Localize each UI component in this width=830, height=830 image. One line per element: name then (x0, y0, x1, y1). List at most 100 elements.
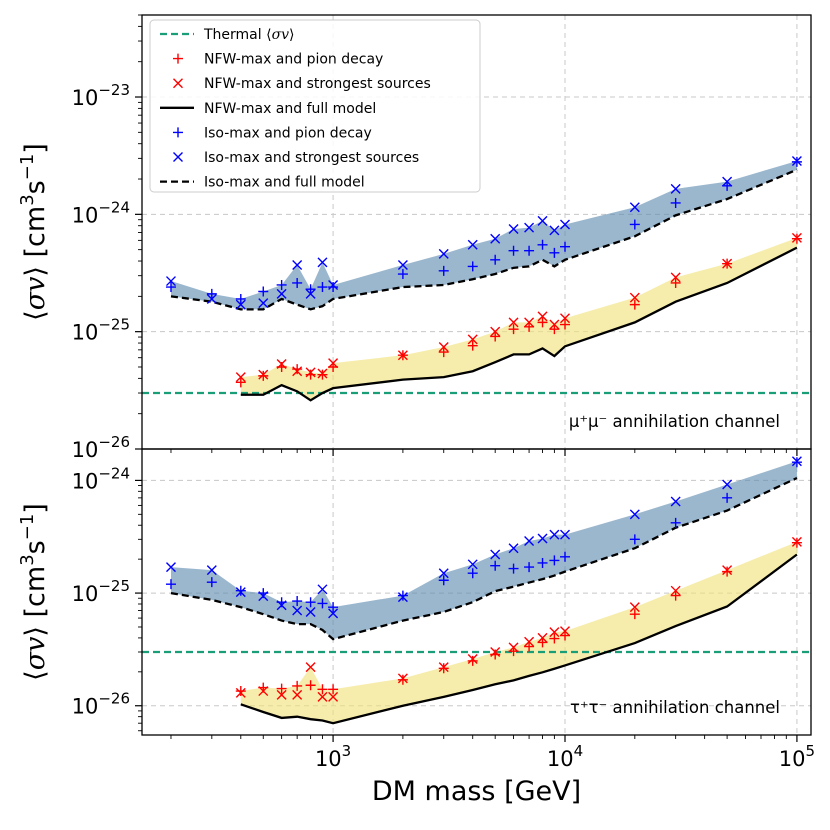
legend-label: Thermal ⟨σv⟩ (203, 27, 295, 43)
x-tick-label: 103 (315, 742, 351, 771)
x-tick-label: 105 (779, 742, 815, 771)
bottom-nfw-strongest-point (292, 689, 303, 700)
top-iso-pion-point (206, 288, 217, 299)
top-iso-strongest-point (524, 222, 535, 233)
top-nfw-strongest-point (235, 372, 246, 383)
top-iso-strongest-point (305, 288, 316, 299)
bottom-nfw-pion-point (537, 637, 548, 648)
legend-entry-thermal: Thermal ⟨σv⟩ (160, 27, 295, 43)
bottom-nfw-pion-point (438, 663, 449, 674)
bottom-nfw-strongest-point (670, 585, 681, 596)
top-nfw-strongest-point (537, 311, 548, 322)
bottom-iso-strongest-point (317, 584, 328, 595)
top-nfw-pion-point (549, 324, 560, 335)
bottom-nfw-strongest-point (276, 689, 287, 700)
legend-entry-iso_pion: Iso-max and pion decay (173, 125, 372, 141)
bottom-iso-pion-point (508, 563, 519, 574)
top-iso-strongest-point (292, 260, 303, 270)
legend-label: NFW-max and full model (204, 101, 376, 117)
bottom-iso-pion-point (438, 575, 449, 586)
bottom-iso-strongest-point (276, 600, 287, 611)
top-iso-strongest-point (549, 225, 560, 236)
legend-entry-nfw_pion: NFW-max and pion decay (173, 52, 383, 68)
bottom-nfw-strongest-point (537, 632, 548, 643)
bottom-iso-strongest-point (670, 496, 681, 507)
top-nfw-pion-point (560, 319, 571, 330)
top-iso-pion-point (276, 279, 287, 290)
bottom-iso-pion-point (397, 590, 408, 601)
bottom-iso-pion-point (305, 597, 316, 608)
bottom-nfw-strongest-point (317, 691, 328, 702)
legend-box (149, 19, 481, 193)
top-iso-strongest-point (317, 257, 328, 268)
top-nfw-pion-point (508, 324, 519, 335)
bottom-iso-pion-point (467, 568, 478, 579)
top-iso-strongest-point (791, 155, 802, 166)
top-iso-strongest-point (258, 298, 269, 309)
top-iso-pion-point (165, 282, 176, 293)
bottom-nfw-strongest-point (508, 642, 519, 653)
top-nfw-pion-point (438, 347, 449, 358)
bottom-iso-strongest-point (560, 529, 570, 540)
bottom-nfw-pion-point (276, 683, 287, 694)
top-nfw-pion-point (670, 277, 681, 288)
bottom-iso-pion-point (235, 585, 246, 596)
top-iso-pion-point (490, 254, 501, 265)
top-nfw-strongest-point (549, 319, 560, 330)
legend-swatch-cross (173, 152, 183, 162)
bottom-iso-strongest-point (467, 559, 478, 570)
legend-swatch-plus (173, 127, 183, 138)
y-tick-label: 10−26 (72, 433, 130, 462)
top-iso-full-model-line (170, 168, 798, 311)
text-layer: 10−23 10−24 10−25 10−26 ⟨σv⟩ [cm3s−1] μ⁺μ⁻ an… (17, 81, 815, 807)
top-nfw-strongest-point (397, 350, 408, 361)
bottom-nfw-pion-point (467, 655, 478, 666)
bottom-iso-pion-point (317, 598, 328, 609)
band-layer (170, 160, 797, 724)
top-nfw-band (240, 237, 797, 401)
bottom-iso-strongest-point (549, 529, 560, 540)
bottom-nfw-full-model-line (240, 553, 798, 725)
top-iso-strongest-point (206, 293, 217, 304)
top-iso-pion-point (508, 245, 519, 256)
top-iso-strongest-point (397, 260, 408, 270)
bottom-nfw-pion-point (317, 684, 328, 695)
top-nfw-pion-point (258, 370, 269, 381)
bottom-iso-strongest-point (722, 479, 733, 490)
bottom-iso-strongest-point (397, 592, 408, 603)
bottom-nfw-pion-point (292, 680, 303, 691)
top-channel-annotation: μ⁺μ⁻ annihilation channel (569, 412, 780, 431)
bottom-nfw-strongest-point (235, 687, 246, 698)
bottom-iso-strongest-point (438, 568, 449, 579)
bottom-axes-frame (141, 448, 812, 736)
top-nfw-strongest-point (508, 317, 519, 328)
top-iso-pion-point (317, 282, 328, 293)
bottom-nfw-strongest-point (722, 565, 733, 576)
bottom-iso-pion-point (537, 557, 548, 568)
bottom-nfw-strongest-point (328, 691, 339, 702)
top-iso-pion-point (560, 241, 571, 252)
bottom-nfw-strongest-point (549, 627, 560, 638)
top-iso-pion-point (258, 286, 269, 297)
bottom-iso-pion-point (490, 560, 501, 571)
top-nfw-strongest-point (629, 292, 640, 303)
top-nfw-strongest-point (524, 317, 535, 328)
legend-label: NFW-max and strongest sources (204, 76, 431, 92)
top-nfw-pion-point (292, 364, 303, 375)
top-nfw-strongest-point (467, 334, 478, 345)
top-nfw-strongest-point (276, 359, 287, 370)
top-iso-strongest-point (670, 183, 681, 194)
top-iso-strongest-point (490, 233, 501, 244)
top-nfw-strongest-point (438, 342, 449, 353)
axes-layer (135, 14, 812, 742)
bottom-nfw-strongest-point (397, 673, 408, 684)
top-iso-pion-point (328, 282, 339, 293)
bottom-iso-full-model-line (170, 476, 798, 641)
bottom-iso-strongest-point (508, 543, 519, 554)
top-iso-pion-point (670, 197, 681, 208)
top-nfw-strongest-point (317, 368, 328, 379)
bottom-iso-strongest-point (292, 605, 303, 616)
bottom-iso-pion-point (629, 534, 640, 545)
top-iso-pion-point (438, 265, 449, 276)
y-tick-label: 10−24 (72, 464, 130, 493)
